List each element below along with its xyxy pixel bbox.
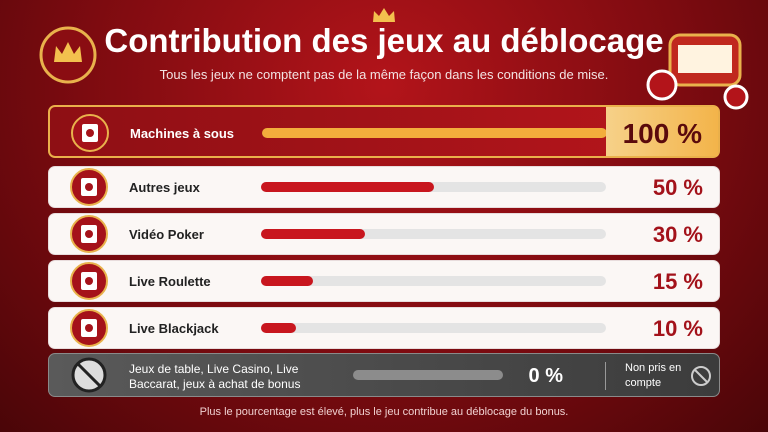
category-label: Live Blackjack (129, 321, 219, 336)
row: Machines à sous 100 % (48, 105, 720, 158)
bar-track (261, 323, 606, 333)
bar (261, 229, 365, 239)
value-label: 100 % (622, 117, 702, 149)
game-icon (71, 357, 107, 393)
game-icon (70, 215, 108, 253)
bar-track (261, 276, 606, 286)
category-label: Machines à sous (130, 125, 235, 141)
chart-title: Contribution des jeux au déblocage (104, 22, 664, 59)
crown-icon (373, 8, 395, 22)
category-label: Vidéo Poker (129, 227, 204, 242)
value-label: 10 % (652, 316, 703, 341)
value-label: 50 % (652, 175, 703, 200)
category-label: Autres jeux (129, 180, 200, 195)
value-label: 30 % (652, 222, 703, 247)
game-icon (70, 262, 108, 300)
excluded-icon (691, 366, 711, 386)
row: Live Roulette 15 % (48, 260, 720, 302)
game-icon (71, 113, 109, 152)
bar (261, 323, 296, 333)
bar (261, 276, 313, 286)
row: Jeux de table, Live Casino, Live Baccara… (48, 353, 720, 397)
value-label: 0 % (528, 365, 563, 387)
category-label: Jeux de table, Live Casino, Live Baccara… (129, 362, 301, 391)
value-box (606, 107, 718, 156)
row: Vidéo Poker 30 % (48, 213, 720, 255)
footnote: Plus le pourcentage est élevé, plus le j… (199, 406, 569, 418)
chart-subtitle: Tous les jeux ne comptent pas de la même… (159, 67, 609, 82)
bar-track (262, 127, 607, 138)
value-label: 15 % (652, 269, 703, 294)
row: Live Blackjack 10 % (48, 307, 720, 349)
bar-track (261, 229, 606, 239)
row: Autres jeux 50 % (48, 166, 720, 208)
annotation: Non pris en compte (625, 362, 682, 389)
bar-track (353, 370, 503, 380)
bar-track (261, 182, 606, 192)
divider (605, 362, 606, 390)
crown-emblem (39, 26, 97, 84)
game-icon (70, 309, 108, 347)
bar (262, 127, 607, 138)
game-icon (70, 168, 108, 206)
slot-machine (646, 33, 749, 110)
category-label: Live Roulette (129, 274, 211, 289)
bar (261, 182, 434, 192)
